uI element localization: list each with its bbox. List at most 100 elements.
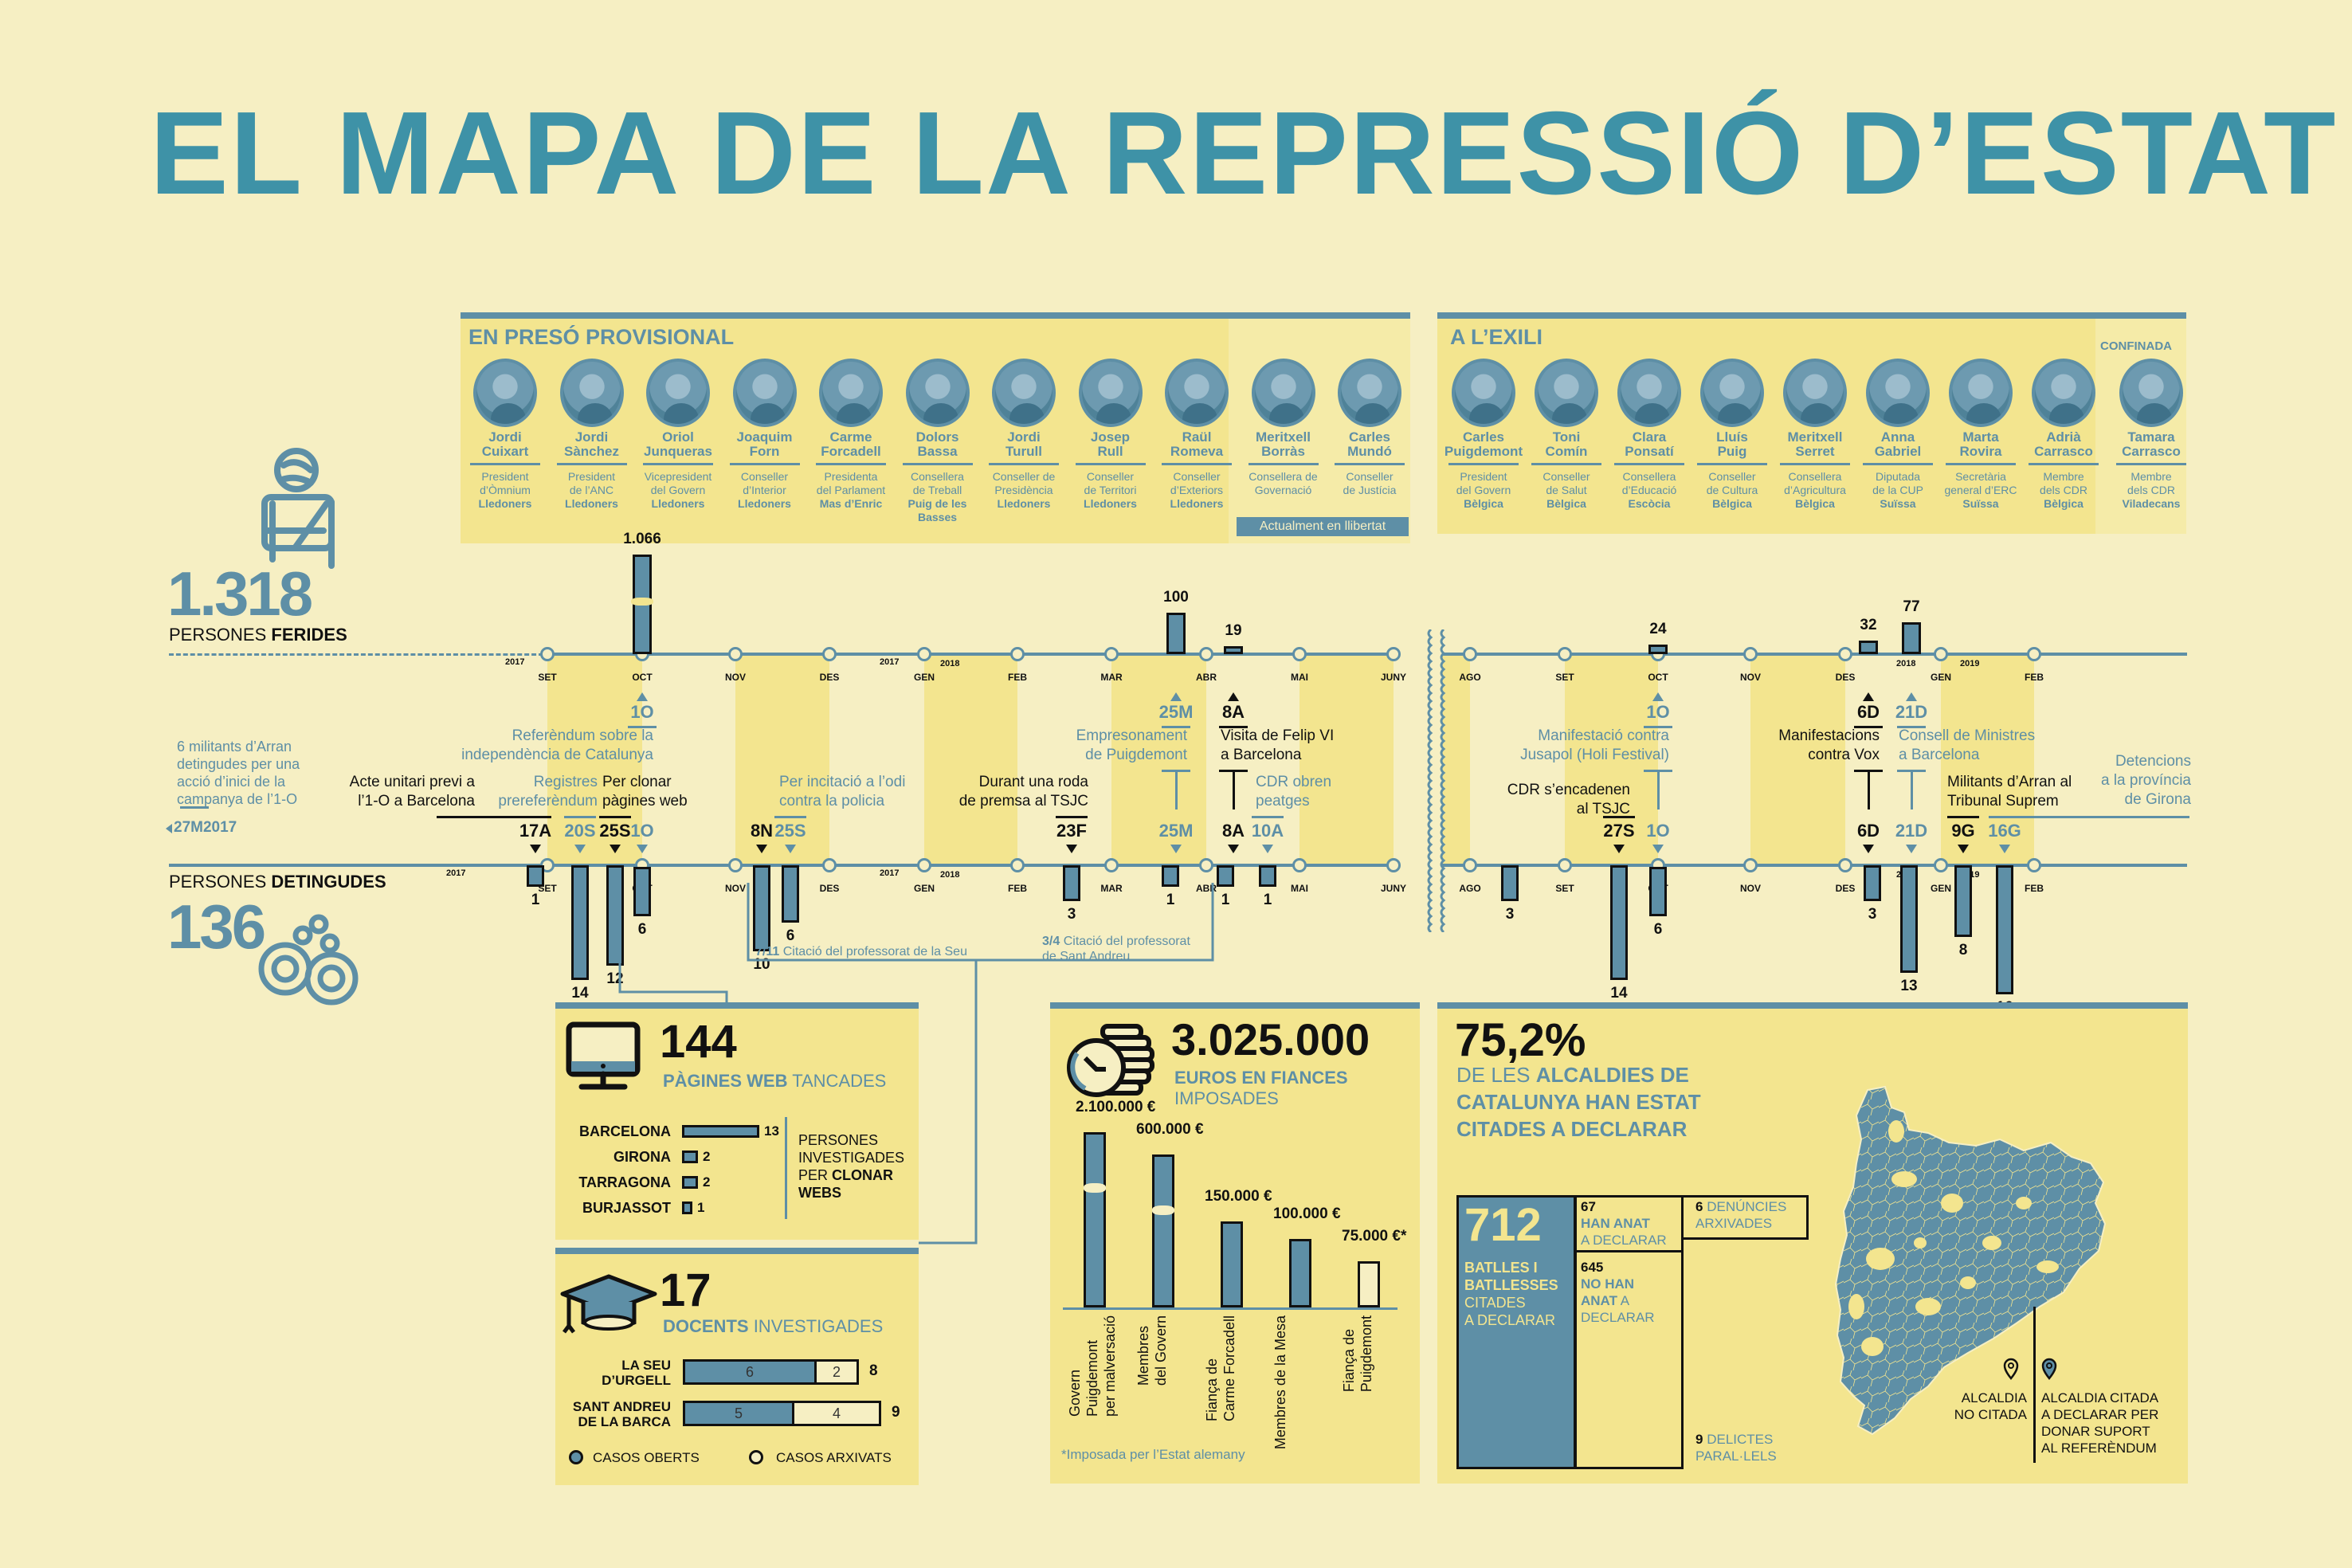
month-band — [1565, 654, 1658, 865]
webs-note-4: WEBS — [798, 1185, 841, 1201]
event-down-marker-icon — [610, 845, 621, 853]
event-down-marker-icon — [1958, 845, 1969, 853]
injured-axis-lead — [169, 653, 543, 656]
prison-person: Joaquim Forn Conseller d’Interior Lledoners — [723, 359, 806, 511]
month-band — [1941, 654, 2034, 865]
month-label: NOV — [1739, 672, 1762, 683]
year-label: 2017 — [880, 657, 900, 667]
month-label: SET — [1555, 883, 1574, 894]
person-name: Toni Comín — [1545, 429, 1588, 459]
event-underline — [1162, 726, 1190, 728]
mayors-total: 712 — [1464, 1199, 1542, 1251]
mayors-label: BATLLES I BATLLESSES CITADES A DECLARAR — [1464, 1260, 1558, 1328]
event-underline — [1056, 816, 1088, 818]
event-span-line — [1911, 770, 1913, 809]
name-divider — [470, 463, 540, 465]
month-label: SET — [1555, 672, 1574, 683]
month-node — [822, 858, 837, 872]
exile-person: Clara Ponsatí Consellera d’Educació Escòcia — [1608, 359, 1691, 511]
city-bar — [682, 1176, 698, 1189]
detained-bar — [1063, 865, 1080, 901]
person-role: President — [567, 470, 616, 483]
event-underline — [1252, 816, 1284, 818]
month-node — [1743, 647, 1758, 661]
month-node — [1743, 858, 1758, 872]
name-divider — [1697, 463, 1767, 465]
city-value: 1 — [697, 1200, 705, 1215]
injured-bar-label: 24 — [1649, 620, 1667, 637]
injured-label-bold: FERIDES — [271, 625, 347, 645]
person-role: Conseller — [740, 470, 789, 483]
event-text: Empresonament de Puigdemont — [1076, 727, 1187, 763]
fiances-bar — [1152, 1154, 1174, 1307]
person-location: Suïssa — [1880, 497, 1916, 510]
month-node — [728, 647, 743, 661]
detained-bar-label: 13 — [1900, 978, 1918, 994]
event-up-marker-icon — [637, 692, 648, 701]
event-date: 8N — [750, 821, 774, 841]
person-role: d’Agricultura — [1784, 484, 1846, 496]
month-node — [1934, 647, 1948, 661]
event-underline — [1603, 816, 1635, 818]
event-underline — [628, 726, 657, 728]
event-down-marker-icon — [1066, 845, 1077, 853]
month-node — [917, 858, 931, 872]
month-label: JUNY — [1380, 883, 1407, 894]
exile-person: Adrià Carrasco Membre dels CDR Bèlgica — [2022, 359, 2105, 511]
event-date: 25M — [1158, 702, 1194, 722]
month-label: OCT — [632, 672, 653, 683]
year-label: 2017 — [880, 868, 900, 878]
detained-bar — [1259, 865, 1276, 887]
event-date: 1O — [630, 821, 654, 841]
event-underline — [1644, 726, 1672, 728]
notwent-box — [1574, 1250, 1684, 1469]
legend-archived-dot — [749, 1450, 763, 1464]
detained-bar — [527, 865, 544, 887]
detained-bar-label: 1 — [531, 892, 540, 908]
detained-total: 136 — [167, 892, 266, 962]
prison-person: Oriol Junqueras Vicepresident del Govern Lle… — [637, 359, 719, 511]
docents-total: 17 — [660, 1264, 711, 1316]
person-location: Bèlgica — [1712, 497, 1752, 510]
detained-bar — [753, 865, 770, 951]
map-legend-not-cited: ALCALDIA NO CITADA — [1954, 1390, 2027, 1422]
person-role: Governació — [1254, 484, 1312, 496]
month-label: FEB — [1008, 672, 1027, 683]
year-label: 2019 — [1960, 659, 1980, 668]
event-date: 8A — [1221, 702, 1245, 722]
month-node — [1386, 647, 1401, 661]
month-node — [2027, 858, 2041, 872]
month-node — [1104, 858, 1119, 872]
month-label: FEB — [2025, 672, 2044, 683]
name-divider — [2029, 463, 2099, 465]
injured-label-light: PERSONES — [169, 625, 267, 645]
event-down-marker-icon — [1652, 845, 1664, 853]
archived-cases-bar: 4 — [792, 1401, 881, 1426]
webs-total: 144 — [660, 1016, 737, 1068]
event-span-line — [1868, 770, 1870, 809]
person-location: Lledoners — [1170, 497, 1224, 510]
prison-person: Jordi Sànchez President de l’ANC Lledoners — [551, 359, 633, 511]
event-down-marker-icon — [1170, 845, 1182, 853]
coins-clock-icon — [1067, 1024, 1154, 1097]
exile-person: Meritxell Serret Consellera d’Agricultura Bè… — [1774, 359, 1856, 511]
catalonia-map — [1834, 1085, 2107, 1436]
legend-open-dot — [569, 1450, 583, 1464]
person-role: dels CDR — [2040, 484, 2087, 496]
month-label: FEB — [1008, 883, 1027, 894]
open-cases-bar: 6 — [683, 1359, 817, 1385]
person-name: Lluís Puig — [1716, 429, 1748, 459]
person-name: Meritxell Serret — [1787, 429, 1843, 459]
month-node — [540, 647, 555, 661]
event-text: CDR s’encadenen al TSJC — [1507, 782, 1630, 817]
person-role: de Salut — [1546, 484, 1587, 496]
webs-label-light: TANCADES — [792, 1071, 887, 1091]
portrait-photo — [732, 359, 797, 427]
went-label: 67 HAN ANAT A DECLARAR — [1581, 1199, 1667, 1248]
detained-bar — [1501, 865, 1519, 901]
portrait-photo — [1949, 359, 2013, 427]
detained-bar-label: 3 — [1505, 906, 1515, 923]
month-node — [1199, 647, 1213, 661]
detained-axis-lead — [169, 864, 543, 867]
